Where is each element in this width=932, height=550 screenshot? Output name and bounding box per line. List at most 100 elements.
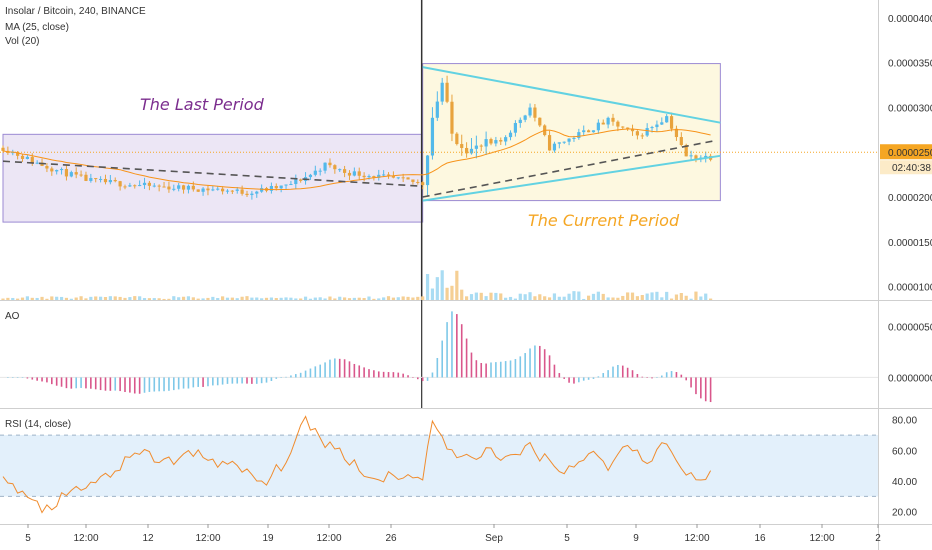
volume-bar — [128, 297, 132, 300]
volume-bar — [679, 293, 683, 300]
ao-bar — [368, 369, 370, 378]
ao-bar — [421, 377, 424, 382]
volume-bar — [347, 298, 352, 300]
volume-bar — [455, 270, 459, 300]
candle — [689, 150, 693, 160]
volume-bar — [35, 297, 39, 300]
candle-body — [20, 155, 25, 159]
candle — [630, 124, 635, 136]
candle — [386, 172, 391, 179]
volume-bar — [489, 292, 493, 300]
candle — [50, 166, 54, 176]
candle — [206, 185, 210, 196]
candle — [528, 103, 532, 118]
candle — [313, 165, 317, 177]
volume-bar — [425, 274, 430, 300]
volume-bar — [596, 291, 600, 300]
volume-bar — [684, 295, 688, 300]
triangle-lower — [422, 154, 721, 202]
volume-bar — [279, 297, 283, 300]
volume-bar — [201, 298, 205, 300]
candle-body — [1, 147, 5, 151]
candle — [118, 180, 122, 191]
candle — [645, 123, 649, 137]
volume-bar — [50, 296, 54, 300]
ao-bar — [295, 374, 297, 378]
candle-body — [382, 174, 386, 176]
candle-body — [489, 139, 493, 144]
ao-bar — [695, 377, 697, 395]
volume-bar — [582, 298, 586, 300]
candle-body — [250, 193, 254, 196]
candle — [240, 185, 244, 196]
volume-bar — [572, 291, 576, 300]
volume-bar — [59, 296, 64, 300]
volume-bar — [699, 296, 703, 300]
candle-body — [635, 131, 639, 136]
ao-bar — [563, 377, 565, 379]
volume-bar — [562, 296, 566, 300]
volume-bar — [303, 296, 308, 300]
ao-bar — [690, 377, 692, 388]
time-tick: 16 — [754, 533, 766, 544]
volume-bar — [606, 297, 610, 300]
ao-bar — [114, 377, 117, 391]
candle-body — [606, 117, 610, 125]
rsi-legend: RSI (14, close) — [5, 419, 72, 430]
candle — [260, 184, 264, 193]
volume-bar — [225, 297, 230, 300]
ao-bar — [578, 377, 580, 383]
ao-bar — [212, 377, 214, 386]
candle-body — [440, 82, 444, 102]
ma-line — [2, 128, 711, 191]
ao-bar — [553, 364, 556, 378]
candle-body — [518, 119, 522, 124]
volume-bar — [630, 292, 635, 300]
volume-bar — [177, 297, 181, 300]
candle — [225, 189, 230, 194]
candle — [294, 174, 298, 189]
candle — [362, 172, 366, 182]
candle — [167, 181, 171, 193]
candle-body — [611, 117, 615, 122]
candle — [391, 171, 395, 179]
volume-bar — [391, 297, 395, 300]
candle — [113, 177, 117, 183]
ao-bar — [299, 372, 302, 378]
candle-body — [79, 174, 83, 176]
ao-bar — [456, 314, 458, 378]
ao-bar — [246, 377, 248, 384]
candle — [147, 180, 151, 191]
volume-bar — [328, 296, 332, 300]
candle-body — [157, 185, 161, 187]
candle — [513, 120, 517, 137]
candle-body — [216, 188, 220, 190]
price-tick: 0.0000200 — [888, 193, 932, 204]
volume-bar — [591, 293, 596, 300]
ao-bar — [514, 359, 517, 378]
ao-bar — [265, 377, 268, 383]
volume-bar — [186, 296, 191, 300]
candle-body — [362, 175, 366, 178]
ao-bar — [441, 340, 443, 378]
ao-bar — [539, 345, 541, 378]
volume-bar — [655, 291, 659, 300]
ao-bar — [275, 377, 278, 379]
candle-body — [45, 165, 49, 169]
volume-bar — [167, 298, 171, 300]
ao-bar — [675, 372, 678, 378]
ao-bar — [65, 377, 68, 389]
candle-body — [626, 127, 630, 129]
volume-bar — [79, 296, 83, 300]
volume-bar — [465, 296, 469, 300]
volume-bar — [674, 294, 679, 300]
candle-body — [55, 170, 59, 172]
candle — [591, 130, 596, 133]
candle — [347, 170, 352, 180]
volume-bar — [123, 297, 127, 300]
ao-bar — [129, 377, 131, 393]
candle — [328, 158, 332, 168]
ao-bar — [226, 377, 229, 384]
triangle-upper — [422, 66, 721, 124]
